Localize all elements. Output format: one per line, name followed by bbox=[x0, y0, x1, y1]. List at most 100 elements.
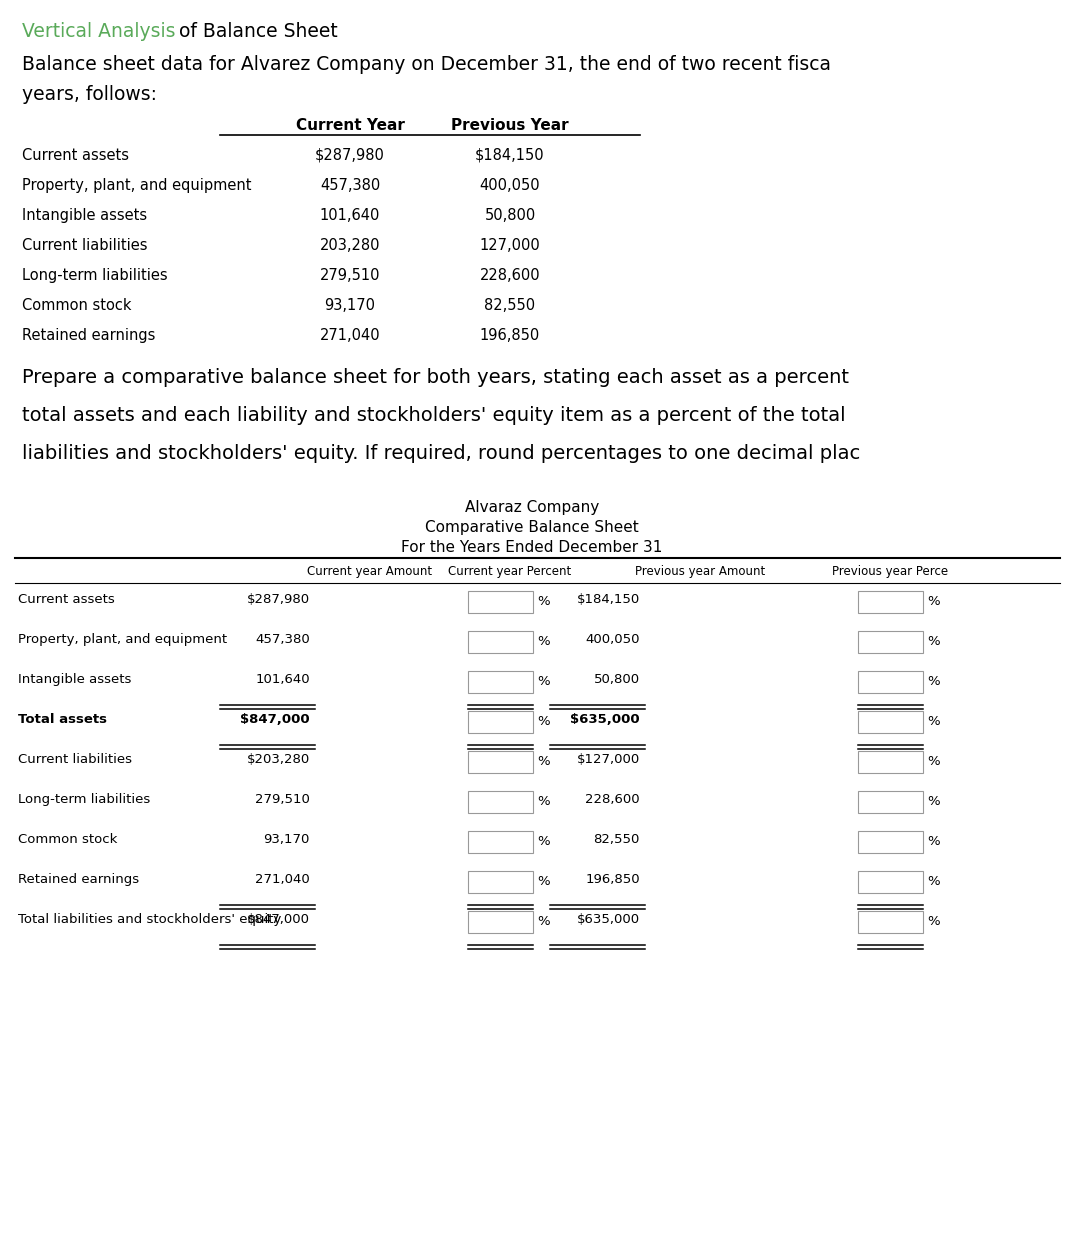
Text: %: % bbox=[927, 916, 939, 928]
FancyBboxPatch shape bbox=[468, 751, 532, 772]
Text: Previous year Perce: Previous year Perce bbox=[832, 565, 948, 578]
FancyBboxPatch shape bbox=[468, 870, 532, 893]
Text: $635,000: $635,000 bbox=[571, 713, 640, 726]
Text: Intangible assets: Intangible assets bbox=[22, 208, 147, 224]
Text: 271,040: 271,040 bbox=[256, 873, 310, 885]
Text: Total assets: Total assets bbox=[18, 713, 107, 726]
Text: $287,980: $287,980 bbox=[247, 593, 310, 605]
FancyBboxPatch shape bbox=[858, 751, 923, 772]
Text: 228,600: 228,600 bbox=[586, 793, 640, 806]
Text: $184,150: $184,150 bbox=[475, 148, 545, 163]
Text: 279,510: 279,510 bbox=[256, 793, 310, 806]
Text: %: % bbox=[927, 755, 939, 767]
Text: total assets and each liability and stockholders' equity item as a percent of th: total assets and each liability and stoc… bbox=[22, 406, 846, 425]
FancyBboxPatch shape bbox=[468, 791, 532, 813]
Text: Current assets: Current assets bbox=[18, 593, 115, 605]
FancyBboxPatch shape bbox=[468, 631, 532, 653]
Text: %: % bbox=[927, 674, 939, 688]
Text: %: % bbox=[537, 875, 550, 888]
Text: $847,000: $847,000 bbox=[247, 913, 310, 926]
Text: %: % bbox=[927, 595, 939, 608]
Text: 93,170: 93,170 bbox=[264, 833, 310, 847]
Text: $847,000: $847,000 bbox=[241, 713, 310, 726]
Text: Current Year: Current Year bbox=[296, 118, 405, 133]
Text: 196,850: 196,850 bbox=[480, 328, 540, 343]
Text: %: % bbox=[927, 795, 939, 808]
Text: Comparative Balance Sheet: Comparative Balance Sheet bbox=[425, 520, 639, 535]
Text: Current year Percent: Current year Percent bbox=[448, 565, 572, 578]
FancyBboxPatch shape bbox=[858, 791, 923, 813]
FancyBboxPatch shape bbox=[468, 592, 532, 613]
Text: For the Years Ended December 31: For the Years Ended December 31 bbox=[402, 540, 662, 555]
Text: Retained earnings: Retained earnings bbox=[22, 328, 155, 343]
Text: Property, plant, and equipment: Property, plant, and equipment bbox=[22, 178, 251, 193]
FancyBboxPatch shape bbox=[858, 671, 923, 693]
Text: 400,050: 400,050 bbox=[586, 633, 640, 646]
FancyBboxPatch shape bbox=[858, 911, 923, 933]
FancyBboxPatch shape bbox=[468, 711, 532, 734]
Text: Intangible assets: Intangible assets bbox=[18, 673, 131, 686]
FancyBboxPatch shape bbox=[468, 671, 532, 693]
Text: %: % bbox=[537, 835, 550, 848]
Text: 50,800: 50,800 bbox=[594, 673, 640, 686]
Text: Long-term liabilities: Long-term liabilities bbox=[18, 793, 150, 806]
Text: $635,000: $635,000 bbox=[577, 913, 640, 926]
Text: Retained earnings: Retained earnings bbox=[18, 873, 140, 885]
Text: Vertical Analysis: Vertical Analysis bbox=[22, 23, 176, 41]
FancyBboxPatch shape bbox=[858, 711, 923, 734]
Text: years, follows:: years, follows: bbox=[22, 85, 157, 104]
Text: %: % bbox=[537, 916, 550, 928]
Text: 93,170: 93,170 bbox=[325, 298, 376, 313]
Text: %: % bbox=[537, 674, 550, 688]
Text: Previous Year: Previous Year bbox=[452, 118, 569, 133]
Text: 457,380: 457,380 bbox=[256, 633, 310, 646]
Text: Long-term liabilities: Long-term liabilities bbox=[22, 268, 167, 283]
Text: Total liabilities and stockholders' equity: Total liabilities and stockholders' equi… bbox=[18, 913, 281, 926]
Text: %: % bbox=[927, 875, 939, 888]
FancyBboxPatch shape bbox=[468, 911, 532, 933]
Text: $203,280: $203,280 bbox=[247, 754, 310, 766]
Text: Current liabilities: Current liabilities bbox=[22, 237, 147, 252]
FancyBboxPatch shape bbox=[858, 870, 923, 893]
FancyBboxPatch shape bbox=[858, 592, 923, 613]
Text: liabilities and stockholders' equity. If required, round percentages to one deci: liabilities and stockholders' equity. If… bbox=[22, 445, 861, 463]
Text: Current assets: Current assets bbox=[22, 148, 129, 163]
FancyBboxPatch shape bbox=[468, 831, 532, 853]
Text: 101,640: 101,640 bbox=[256, 673, 310, 686]
Text: Property, plant, and equipment: Property, plant, and equipment bbox=[18, 633, 227, 646]
Text: $184,150: $184,150 bbox=[577, 593, 640, 605]
Text: 228,600: 228,600 bbox=[479, 268, 540, 283]
FancyBboxPatch shape bbox=[858, 831, 923, 853]
Text: Common stock: Common stock bbox=[18, 833, 117, 847]
Text: 279,510: 279,510 bbox=[320, 268, 380, 283]
FancyBboxPatch shape bbox=[858, 631, 923, 653]
Text: 101,640: 101,640 bbox=[320, 208, 380, 224]
Text: %: % bbox=[927, 715, 939, 728]
Text: $287,980: $287,980 bbox=[315, 148, 384, 163]
Text: Alvaraz Company: Alvaraz Company bbox=[465, 500, 600, 515]
Text: Previous year Amount: Previous year Amount bbox=[635, 565, 765, 578]
Text: 50,800: 50,800 bbox=[485, 208, 536, 224]
Text: 127,000: 127,000 bbox=[479, 237, 540, 252]
Text: %: % bbox=[537, 636, 550, 648]
Text: 271,040: 271,040 bbox=[320, 328, 380, 343]
Text: %: % bbox=[927, 835, 939, 848]
Text: %: % bbox=[537, 755, 550, 767]
Text: %: % bbox=[537, 715, 550, 728]
Text: %: % bbox=[537, 595, 550, 608]
Text: $127,000: $127,000 bbox=[577, 754, 640, 766]
Text: Common stock: Common stock bbox=[22, 298, 131, 313]
Text: 82,550: 82,550 bbox=[593, 833, 640, 847]
Text: 400,050: 400,050 bbox=[479, 178, 540, 193]
Text: 196,850: 196,850 bbox=[586, 873, 640, 885]
Text: Balance sheet data for Alvarez Company on December 31, the end of two recent fis: Balance sheet data for Alvarez Company o… bbox=[22, 55, 831, 74]
Text: 82,550: 82,550 bbox=[485, 298, 536, 313]
Text: %: % bbox=[927, 636, 939, 648]
Text: Prepare a comparative balance sheet for both years, stating each asset as a perc: Prepare a comparative balance sheet for … bbox=[22, 368, 849, 387]
Text: 457,380: 457,380 bbox=[320, 178, 380, 193]
Text: %: % bbox=[537, 795, 550, 808]
Text: Current liabilities: Current liabilities bbox=[18, 754, 132, 766]
Text: of Balance Sheet: of Balance Sheet bbox=[173, 23, 338, 41]
Text: Current year Amount: Current year Amount bbox=[308, 565, 432, 578]
Text: 203,280: 203,280 bbox=[320, 237, 380, 252]
